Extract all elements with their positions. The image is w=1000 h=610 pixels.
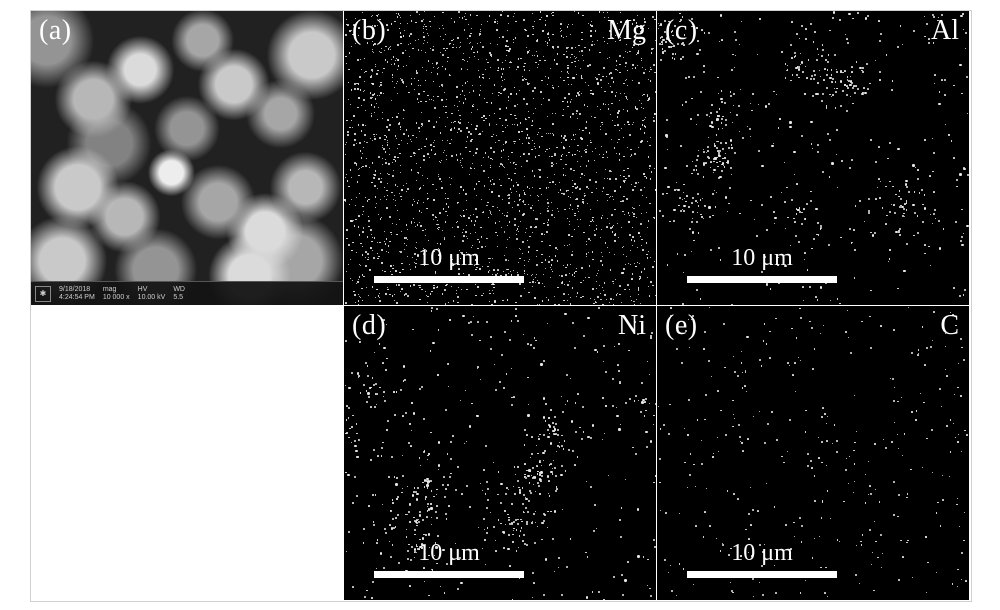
panel-b-label: (b) — [352, 15, 386, 47]
sem-wd: WD 5.5 — [173, 286, 185, 301]
figure-frame: (a) ✱ 9/18/2018 4:24:54 PM mag 10 000 x … — [30, 10, 972, 602]
sem-mag: mag 10 000 x — [103, 286, 130, 301]
panel-e: (e) C 10 μm — [657, 306, 969, 600]
panel-d-element: Ni — [618, 310, 646, 342]
sem-wd-label: WD — [173, 286, 185, 294]
scalebar-text: 10 μm — [418, 245, 480, 272]
scalebar-bar — [687, 571, 837, 578]
panel-c-element: Al — [931, 15, 959, 47]
scalebar-bar — [374, 276, 524, 283]
panel-c-label: (c) — [665, 15, 698, 47]
scalebar-bar — [374, 571, 524, 578]
scalebar-text: 10 μm — [418, 540, 480, 567]
sem-hv-label: HV — [138, 286, 166, 294]
scalebar-bar — [687, 276, 837, 283]
top-row: (a) ✱ 9/18/2018 4:24:54 PM mag 10 000 x … — [31, 11, 969, 306]
sem-logo-icon: ✱ — [35, 286, 51, 302]
bottom-row: (d) Ni 10 μm (e) C 10 μm — [344, 306, 969, 601]
panel-e-element: C — [940, 310, 959, 342]
sem-datetime: 9/18/2018 4:24:54 PM — [59, 286, 95, 301]
scalebar-text: 10 μm — [731, 245, 793, 272]
sem-time: 4:24:54 PM — [59, 294, 95, 302]
panel-c: (c) Al 10 μm — [657, 11, 969, 305]
panel-b: (b) Mg 10 μm — [344, 11, 656, 305]
panel-e-label: (e) — [665, 310, 698, 342]
sem-mag-label: mag — [103, 286, 130, 294]
panel-d-label: (d) — [352, 310, 386, 342]
panel-a: (a) ✱ 9/18/2018 4:24:54 PM mag 10 000 x … — [31, 11, 343, 305]
scalebar-text: 10 μm — [731, 540, 793, 567]
sem-date: 9/18/2018 — [59, 286, 95, 294]
sem-micrograph-image — [31, 11, 343, 305]
panel-c-scalebar: 10 μm — [687, 245, 837, 283]
panel-d-scalebar: 10 μm — [374, 540, 524, 578]
sem-mag-value: 10 000 x — [103, 294, 130, 302]
sem-info-strip: ✱ 9/18/2018 4:24:54 PM mag 10 000 x HV 1… — [31, 281, 343, 305]
panel-d: (d) Ni 10 μm — [344, 306, 656, 600]
panel-a-label: (a) — [39, 15, 72, 47]
sem-hv: HV 10.00 kV — [138, 286, 166, 301]
panel-b-element: Mg — [607, 15, 646, 47]
panel-e-scalebar: 10 μm — [687, 540, 837, 578]
panel-b-scalebar: 10 μm — [374, 245, 524, 283]
sem-wd-value: 5.5 — [173, 294, 185, 302]
sem-hv-value: 10.00 kV — [138, 294, 166, 302]
